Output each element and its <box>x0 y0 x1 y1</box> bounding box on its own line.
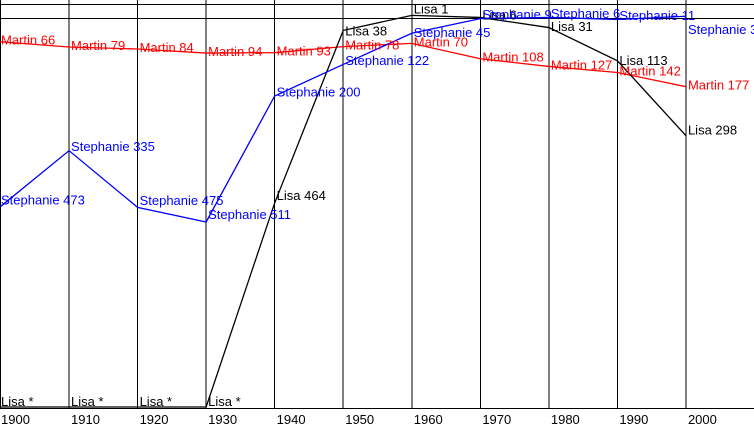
point-label-martin-1920: Martin 84 <box>140 40 194 55</box>
point-label-stephanie-1950: Stephanie 122 <box>345 53 429 68</box>
series-line-stephanie <box>0 15 686 223</box>
point-label-stephanie-1990: Stephanie 11 <box>619 8 695 23</box>
point-label-martin-1960: Martin 70 <box>414 34 468 49</box>
point-label-martin-1980: Martin 127 <box>551 57 612 72</box>
series-line-lisa <box>0 14 687 408</box>
point-label-lisa-1990: Lisa 113 <box>619 53 667 68</box>
point-label-martin-1910: Martin 79 <box>71 38 125 53</box>
x-tick-label-1910: 1910 <box>71 412 100 427</box>
x-tick-label-1990: 1990 <box>619 412 648 427</box>
x-tick-label-1920: 1920 <box>140 412 169 427</box>
point-label-martin-1990: Martin 142 <box>619 64 680 79</box>
point-label-martin-2000: Martin 177 <box>688 78 749 93</box>
point-label-stephanie-2000: Stephanie 3 <box>688 22 754 37</box>
x-tick-label-1930: 1930 <box>208 412 237 427</box>
point-label-stephanie-1980: Stephanie 6 <box>551 6 620 21</box>
point-label-lisa-1920: Lisa * <box>140 394 173 409</box>
point-label-martin-1900: Martin 66 <box>1 33 55 48</box>
point-label-stephanie-1900: Stephanie 473 <box>1 193 85 208</box>
point-label-lisa-1960: Lisa 1 <box>414 1 449 16</box>
point-label-martin-1930: Martin 94 <box>208 44 262 59</box>
point-label-lisa-1910: Lisa * <box>71 394 104 409</box>
x-tick-label-2000: 2000 <box>688 412 717 427</box>
point-label-stephanie-1960: Stephanie 45 <box>414 25 491 40</box>
point-label-lisa-1940: Lisa 464 <box>277 188 326 203</box>
x-tick-label-1980: 1980 <box>551 412 580 427</box>
point-label-lisa-1950: Lisa 38 <box>345 23 387 38</box>
x-tick-label-1900: 1900 <box>1 412 30 427</box>
point-label-stephanie-1920: Stephanie 475 <box>140 193 224 208</box>
point-label-lisa-1930: Lisa * <box>208 394 241 409</box>
x-tick-label-1960: 1960 <box>414 412 443 427</box>
x-tick-label-1970: 1970 <box>482 412 511 427</box>
point-label-stephanie-1910: Stephanie 335 <box>71 139 155 154</box>
x-tick-label-1940: 1940 <box>277 412 306 427</box>
point-label-martin-1950: Martin 78 <box>345 38 399 53</box>
point-label-martin-1970: Martin 108 <box>482 50 543 65</box>
point-label-stephanie-1970: Stephanie 9 <box>482 7 551 22</box>
point-label-lisa-1970: Lisa 6 <box>482 7 517 22</box>
point-label-martin-1940: Martin 93 <box>277 44 331 59</box>
point-label-lisa-1980: Lisa 31 <box>551 19 593 34</box>
point-label-stephanie-1930: Stephanie 511 <box>208 207 291 222</box>
point-label-lisa-2000: Lisa 298 <box>688 123 737 138</box>
x-tick-label-1950: 1950 <box>345 412 374 427</box>
point-label-lisa-1900: Lisa * <box>1 394 34 409</box>
point-label-stephanie-1940: Stephanie 200 <box>277 85 361 100</box>
series-line-martin <box>0 41 687 88</box>
